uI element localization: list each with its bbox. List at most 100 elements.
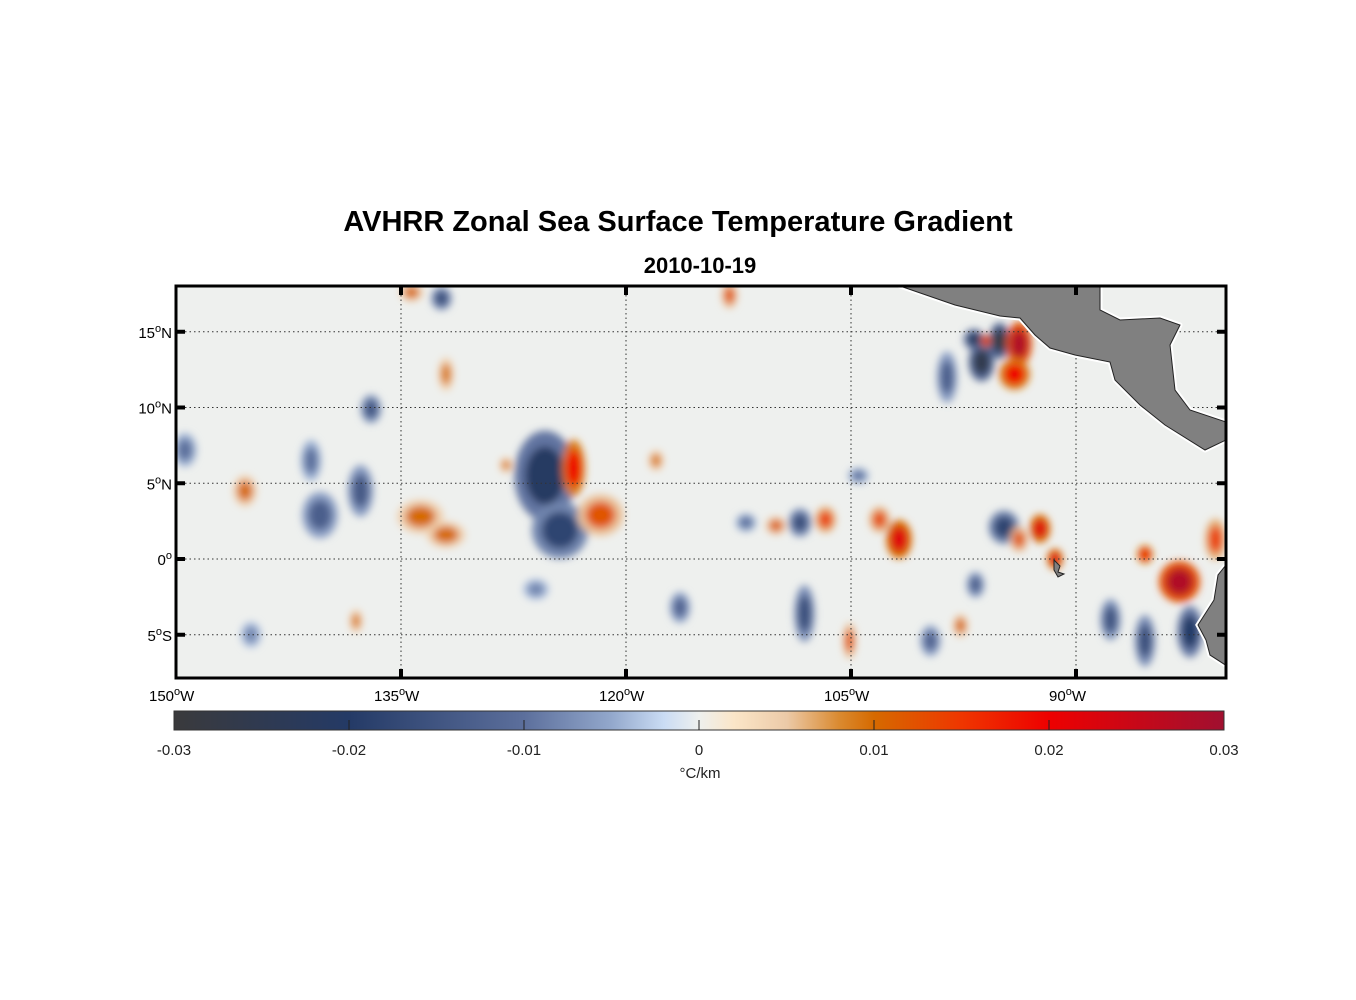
colorbar-tick-label: -0.03 [157,742,191,759]
gradient-feature [651,453,661,468]
gradient-feature [404,286,419,299]
lat-tick-label: 15oN [138,323,172,342]
lon-label-value: 150 [149,688,174,705]
gradient-feature [973,349,990,375]
lat-tick-label: 5oS [148,626,172,645]
lon-tick-label: 90oW [1049,686,1087,705]
lon-label-value: 120 [599,688,624,705]
gradient-feature [792,513,808,532]
degree-symbol: o [849,686,855,698]
gradient-feature [845,629,854,653]
degree-symbol: o [166,550,172,562]
lon-label-hemisphere: W [855,688,870,705]
map-ticks [176,286,1226,678]
colorbar: -0.03 -0.02 -0.01 0 0.01 0.02 0.03 °C/km [157,710,1239,782]
gradient-feature [364,399,378,419]
land-south-america-fill [1197,564,1226,666]
colorbar-tick-label: -0.02 [332,742,366,759]
gradient-feature [769,519,783,532]
lat-tick-label: 0o [158,550,172,569]
colorbar-tick-label: -0.01 [507,742,541,759]
gradient-feature [739,516,753,529]
gradient-feature [1140,548,1150,561]
gradient-feature [351,613,361,629]
gradient-feature [1010,329,1028,359]
lat-label-value: 15 [138,325,155,342]
lon-label-value: 105 [824,688,849,705]
land-galapagos [1053,558,1066,578]
gradient-feature [673,597,687,618]
degree-symbol: o [174,686,180,698]
gradient-feature [177,439,193,461]
gradient-feature [441,363,451,386]
lon-label-hemisphere: W [1072,688,1087,705]
colorbar-tick-label: 0.01 [859,742,888,759]
gradient-feature [1138,624,1152,658]
degree-symbol: o [1066,686,1072,698]
lon-label-hemisphere: W [630,688,645,705]
colorbar-tick-label: 0.03 [1209,742,1238,759]
figure-title: AVHRR Zonal Sea Surface Temperature Grad… [343,206,1013,238]
lon-label-value: 135 [374,688,399,705]
colorbar-ticks: -0.03 -0.02 -0.01 0 0.01 0.02 0.03 [157,720,1239,759]
lon-label-hemisphere: W [180,688,195,705]
lon-tick-label: 135oW [374,686,420,705]
lat-label-value: 0 [158,552,166,569]
gradient-feature [872,511,887,528]
colorbar-unit-label: °C/km [680,765,721,782]
gradient-feature [1166,568,1193,596]
lat-label-value: 5 [148,628,156,645]
gradient-feature [969,576,982,594]
gradient-feature [525,446,565,505]
gradient-feature [1013,530,1025,548]
figure-date: 2010-10-19 [643,253,757,278]
gradient-feature [992,329,1007,353]
lon-label-hemisphere: W [405,688,420,705]
lat-label-hemisphere: S [162,628,172,645]
gradient-feature [434,290,449,306]
gradient-feature [923,630,938,651]
lat-tick-label: 5oN [147,474,172,493]
gradient-feature [501,460,511,471]
degree-symbol: o [155,323,161,335]
lon-label-value: 90 [1049,688,1066,705]
lat-label-hemisphere: N [161,325,172,342]
gradient-feature [982,336,990,346]
gradient-feature [940,360,954,394]
gradient-feature [1103,606,1118,633]
gradient-feature [818,511,833,528]
colorbar-tick-label: 0 [695,742,703,759]
gradient-feature [585,501,616,529]
longitude-labels: 150oW 135oW 120oW 105oW 90oW [149,686,1087,705]
gradient-feature [304,447,318,474]
gradient-feature [1181,615,1199,649]
gradient-feature [244,626,258,644]
gradient-feature [352,474,369,508]
colorbar-tick-label: 0.02 [1034,742,1063,759]
land [897,286,1226,669]
gradient-feature [890,526,908,552]
lon-tick-label: 105oW [824,686,870,705]
degree-symbol: o [155,399,161,411]
gradient-feature [1033,519,1047,538]
gradient-feature [308,500,332,531]
gradient-feature [1208,525,1223,553]
gradient-feature [405,505,436,528]
gradient-feature [994,516,1014,539]
gradient-feature [724,287,735,304]
gradient-feature [237,480,253,501]
gradient-feature [1004,364,1025,385]
gradient-feature [851,470,866,481]
gradient-feature [433,526,459,544]
lat-label-hemisphere: N [161,476,172,493]
lat-tick-label: 10oN [138,399,172,418]
lon-tick-label: 120oW [599,686,645,705]
degree-symbol: o [624,686,630,698]
degree-symbol: o [156,626,162,638]
gradient-feature [527,582,545,596]
gradient-feature [797,595,812,632]
gradient-feature [541,511,579,549]
sst-gradient-field [176,286,1226,667]
